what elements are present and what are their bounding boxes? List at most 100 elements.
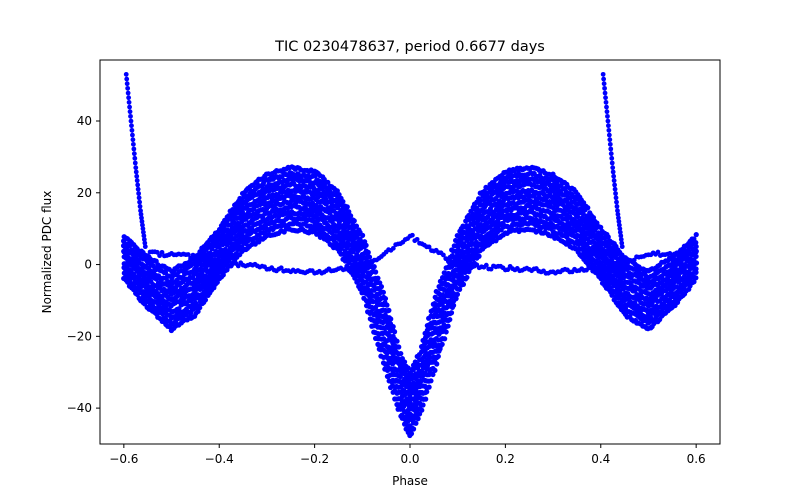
data-point [611, 178, 617, 183]
data-point [675, 273, 682, 279]
data-point [141, 237, 147, 242]
data-point [605, 234, 611, 240]
data-point [691, 279, 697, 285]
data-point [399, 412, 405, 418]
data-point [693, 275, 699, 281]
data-point [131, 151, 137, 157]
data-point [619, 244, 625, 250]
data-point [598, 224, 604, 230]
data-point [159, 249, 165, 255]
data-point [351, 218, 357, 224]
data-point [606, 132, 612, 138]
data-point [600, 71, 606, 77]
data-point [435, 353, 441, 359]
data-point [128, 118, 134, 124]
data-point [137, 199, 142, 205]
data-point [363, 242, 369, 248]
data-point [130, 137, 136, 143]
data-point [340, 198, 346, 205]
data-point [476, 253, 482, 259]
data-point [352, 268, 358, 273]
data-point [131, 146, 137, 152]
data-point [619, 302, 625, 308]
data-point [353, 223, 360, 229]
data-point [693, 232, 699, 238]
data-point [483, 262, 489, 268]
data-point [390, 324, 396, 330]
data-point [359, 232, 366, 238]
data-point [278, 265, 284, 271]
data-point [138, 208, 143, 214]
data-point [185, 252, 191, 257]
data-point [325, 179, 331, 185]
data-point [375, 275, 381, 281]
data-point [617, 226, 623, 232]
data-point [445, 323, 451, 329]
x-tick-label: −0.4 [205, 452, 234, 466]
data-point [457, 286, 463, 292]
data-point [371, 264, 377, 270]
data-point [384, 302, 390, 308]
data-point [608, 151, 614, 157]
data-point [580, 211, 586, 217]
data-point [350, 264, 356, 270]
data-point [423, 396, 429, 402]
data-point [382, 295, 389, 302]
y-axis: −40 −20 0 20 40 [67, 114, 100, 415]
data-point [127, 104, 132, 110]
data-point [619, 240, 625, 246]
data-point [601, 81, 607, 87]
data-point [344, 204, 350, 210]
data-point [202, 297, 209, 303]
data-point [613, 195, 619, 201]
data-point [601, 76, 607, 82]
chart-title: TIC 0230478637, period 0.6677 days [274, 39, 545, 55]
data-point [137, 204, 143, 209]
data-point [443, 329, 449, 335]
data-point [347, 268, 353, 274]
data-point [439, 341, 445, 347]
data-point [605, 118, 611, 124]
data-point [129, 127, 135, 133]
data-point [609, 160, 615, 166]
data-point [614, 204, 620, 209]
data-point [214, 279, 220, 285]
data-point [426, 244, 432, 250]
data-point [346, 209, 352, 215]
data-point [451, 302, 457, 308]
data-point [128, 113, 133, 119]
x-tick-label: 0.2 [496, 452, 515, 466]
data-point [396, 344, 402, 350]
data-point [454, 291, 461, 297]
data-point [124, 81, 130, 87]
x-axis-label: Phase [392, 474, 428, 488]
data-point [615, 208, 620, 214]
data-point [608, 146, 614, 152]
data-point [130, 132, 135, 138]
data-point [135, 182, 141, 188]
data-point [135, 186, 141, 192]
data-point [442, 336, 448, 342]
y-tick-label: −40 [67, 401, 92, 415]
data-point [607, 137, 613, 143]
x-tick-label: −0.6 [109, 452, 138, 466]
x-tick-label: 0.4 [591, 452, 610, 466]
data-point [133, 169, 139, 175]
data-point [138, 211, 144, 217]
data-point [603, 95, 608, 101]
data-point [413, 420, 419, 426]
data-point [348, 213, 354, 219]
data-point [145, 253, 151, 259]
data-point [378, 284, 385, 290]
data-point [440, 252, 446, 258]
data-point [477, 197, 483, 204]
data-point [612, 186, 618, 192]
data-point [141, 229, 146, 235]
y-tick-label: 40 [77, 114, 92, 128]
data-point [606, 123, 611, 129]
data-point [390, 245, 396, 251]
data-point [226, 258, 232, 264]
data-point [136, 195, 142, 201]
data-point [220, 272, 226, 278]
